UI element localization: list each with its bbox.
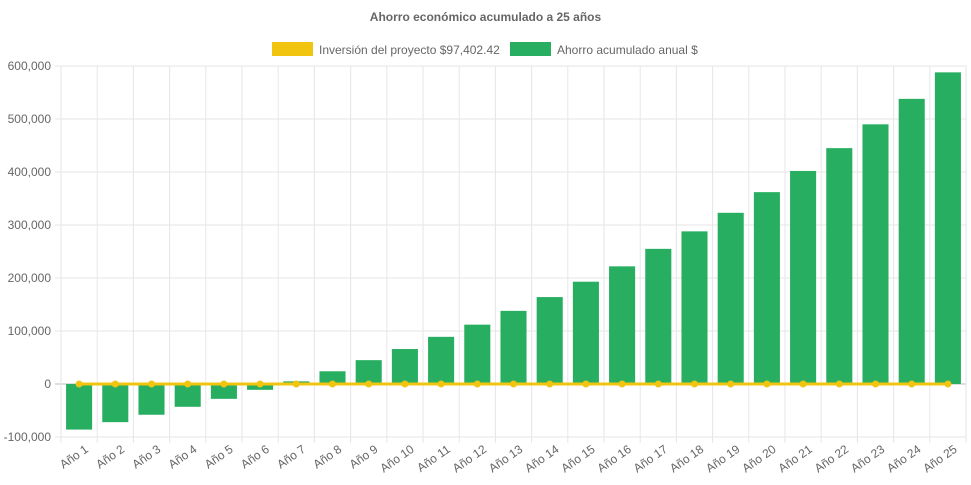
x-tick-label: Año 6: [238, 442, 272, 472]
x-tick-label: Año 12: [450, 442, 489, 475]
investment-point-11: [437, 380, 445, 388]
bar-14: [536, 297, 563, 384]
x-tick-label: Año 2: [93, 442, 127, 472]
bar-17: [645, 248, 672, 384]
x-tick-label: Año 18: [667, 442, 706, 475]
bar-8: [319, 371, 346, 384]
legend-swatch-investment[interactable]: [272, 42, 313, 56]
investment-point-1: [75, 380, 83, 388]
y-axis-ticks: -100,000 0 100,000 200,000 300,000 400,000 500…: [4, 59, 52, 444]
investment-point-25: [944, 380, 952, 388]
y-tick-label: 300,000: [8, 218, 52, 232]
investment-point-8: [329, 380, 336, 388]
investment-point-12: [473, 380, 481, 388]
bars: [66, 72, 961, 430]
y-tick-label: 600,000: [8, 59, 52, 73]
bar-25: [934, 72, 961, 385]
x-tick-label: Año 15: [558, 442, 597, 475]
investment-point-5: [220, 380, 228, 388]
bar-13: [500, 310, 527, 384]
investment-point-4: [184, 380, 192, 388]
investment-point-2: [111, 380, 119, 388]
bar-12: [464, 324, 491, 384]
investment-point-6: [256, 380, 264, 388]
bar-10: [391, 349, 418, 384]
x-tick-label: Año 13: [486, 442, 525, 475]
investment-point-9: [365, 380, 373, 388]
bar-23: [862, 124, 889, 385]
investment-point-13: [510, 380, 517, 388]
x-tick-label: Año 17: [631, 442, 670, 475]
y-tick-label: 100,000: [8, 324, 52, 338]
investment-point-17: [654, 380, 662, 388]
x-tick-label: Año 11: [414, 442, 453, 475]
bar-18: [681, 231, 708, 384]
x-tick-label: Año 3: [130, 442, 164, 472]
bar-5: [210, 384, 237, 399]
bar-20: [753, 192, 780, 384]
legend-label-savings[interactable]: Ahorro acumulado anual $: [557, 43, 698, 57]
investment-point-24: [908, 380, 916, 388]
x-tick-label: Año 5: [202, 442, 236, 472]
x-tick-label: Año 22: [812, 442, 851, 475]
chart-title: Ahorro económico acumulado a 25 años: [370, 10, 602, 24]
legend-swatch-savings[interactable]: [510, 42, 551, 56]
x-tick-label: Año 21: [776, 442, 815, 475]
legend-label-investment[interactable]: Inversión del proyecto $97,402.42: [319, 43, 500, 57]
x-tick-label: Año 23: [848, 442, 887, 475]
investment-point-3: [148, 380, 155, 388]
investment-point-19: [727, 380, 735, 388]
x-tick-label: Año 9: [347, 442, 381, 472]
investment-point-10: [401, 380, 409, 388]
bar-21: [790, 170, 817, 384]
x-tick-label: Año 20: [739, 442, 778, 475]
bar-4: [174, 384, 201, 407]
y-tick-label: 500,000: [8, 112, 52, 126]
investment-point-20: [763, 380, 771, 388]
x-tick-label: Año 1: [57, 442, 91, 472]
bar-3: [138, 384, 165, 415]
x-tick-label: Año 25: [920, 442, 959, 475]
x-tick-label: Año 14: [522, 442, 561, 475]
bar-1: [66, 384, 93, 430]
y-tick-label: 0: [44, 377, 51, 391]
bar-11: [428, 336, 455, 384]
investment-point-21: [799, 380, 807, 388]
grid: [55, 65, 967, 443]
x-tick-label: Año 16: [595, 442, 634, 475]
y-tick-label: -100,000: [4, 430, 52, 444]
investment-point-23: [872, 380, 879, 388]
investment-point-7: [292, 380, 300, 388]
bar-19: [717, 212, 744, 384]
investment-point-16: [618, 380, 626, 388]
bar-9: [355, 360, 382, 384]
x-tick-label: Año 19: [703, 442, 742, 475]
x-axis-ticks: Año 1 Año 2 Año 3 Año 4 Año 5 Año 6 Año 7 Año 8…: [57, 442, 960, 475]
investment-point-14: [546, 380, 554, 388]
investment-line: [75, 380, 952, 388]
x-tick-label: Año 24: [884, 442, 923, 475]
bar-22: [826, 148, 853, 384]
bar-2: [102, 384, 129, 423]
bar-24: [898, 98, 925, 385]
bar-15: [572, 281, 599, 384]
investment-point-15: [582, 380, 590, 388]
x-tick-label: Año 8: [311, 442, 345, 472]
x-tick-label: Año 10: [377, 442, 416, 475]
investment-point-18: [691, 380, 698, 388]
y-tick-label: 200,000: [8, 271, 52, 285]
x-tick-label: Año 7: [274, 442, 308, 472]
investment-point-22: [835, 380, 843, 388]
bar-16: [609, 266, 636, 384]
legend: Inversión del proyecto $97,402.42 Ahorro…: [272, 42, 698, 57]
x-tick-label: Año 4: [166, 442, 200, 472]
y-tick-label: 400,000: [8, 165, 52, 179]
